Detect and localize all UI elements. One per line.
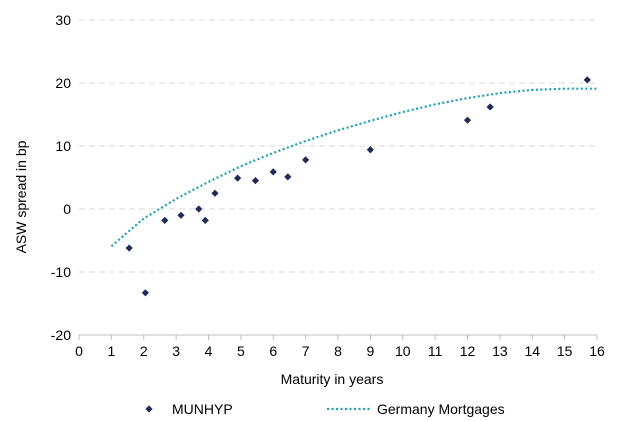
x-tick-label: 15 bbox=[557, 343, 573, 359]
data-point-munhyp bbox=[234, 174, 242, 182]
x-tick-label: 11 bbox=[428, 343, 443, 359]
series-points bbox=[125, 76, 591, 297]
y-tick-label: 0 bbox=[63, 201, 71, 217]
data-point-munhyp bbox=[583, 76, 591, 84]
data-point-munhyp bbox=[284, 173, 292, 181]
series-lines bbox=[110, 87, 597, 248]
x-axis-title: Maturity in years bbox=[281, 371, 384, 387]
y-tick-label: -10 bbox=[51, 264, 71, 280]
x-tick-label: 12 bbox=[460, 343, 476, 359]
x-tick-label: 9 bbox=[366, 343, 374, 359]
x-tick-label: 13 bbox=[492, 343, 508, 359]
data-point-munhyp bbox=[366, 146, 374, 154]
x-tick-label: 1 bbox=[107, 343, 115, 359]
data-point-munhyp bbox=[251, 177, 260, 185]
y-tick-label: 10 bbox=[55, 138, 71, 154]
y-tick-label: 30 bbox=[55, 12, 71, 28]
series-line-germany-mortgages bbox=[110, 87, 597, 248]
gridlines bbox=[79, 19, 597, 273]
x-tick-label: 5 bbox=[237, 343, 245, 359]
data-point-munhyp bbox=[302, 156, 310, 164]
data-point-munhyp bbox=[269, 168, 277, 176]
data-point-munhyp bbox=[141, 289, 149, 297]
data-point-munhyp bbox=[201, 216, 209, 224]
legend: MUNHYP Germany Mortgages bbox=[145, 401, 505, 417]
x-tick-labels: 0 1 2 3 4 5 6 7 8 9 10 11 12 13 14 15 16 bbox=[75, 343, 605, 359]
x-tick-label: 7 bbox=[302, 343, 310, 359]
data-point-munhyp bbox=[161, 216, 169, 224]
y-tick-label: 20 bbox=[55, 75, 71, 91]
data-point-munhyp bbox=[195, 205, 203, 213]
x-tick-label: 8 bbox=[334, 343, 342, 359]
x-tick-label: 4 bbox=[205, 343, 213, 359]
data-point-munhyp bbox=[177, 211, 185, 219]
axes bbox=[78, 334, 598, 340]
legend-marker-munhyp bbox=[145, 405, 153, 413]
legend-label-germany-mortgages: Germany Mortgages bbox=[377, 401, 505, 417]
legend-label-munhyp: MUNHYP bbox=[172, 401, 233, 417]
y-tick-label: -20 bbox=[51, 327, 71, 343]
x-tick-label: 0 bbox=[75, 343, 83, 359]
data-point-munhyp bbox=[463, 116, 472, 124]
y-axis-title: ASW spread in bp bbox=[13, 140, 29, 253]
x-tick-label: 3 bbox=[172, 343, 180, 359]
x-tick-label: 14 bbox=[524, 343, 540, 359]
data-point-munhyp bbox=[486, 103, 494, 111]
x-tick-label: 6 bbox=[269, 343, 277, 359]
data-point-munhyp bbox=[211, 189, 219, 197]
y-tick-labels: -20 -10 0 10 20 30 bbox=[51, 12, 71, 343]
x-tick-label: 16 bbox=[589, 343, 605, 359]
x-tick-label: 2 bbox=[140, 343, 148, 359]
x-tick-label: 10 bbox=[395, 343, 411, 359]
data-point-munhyp bbox=[125, 244, 133, 252]
